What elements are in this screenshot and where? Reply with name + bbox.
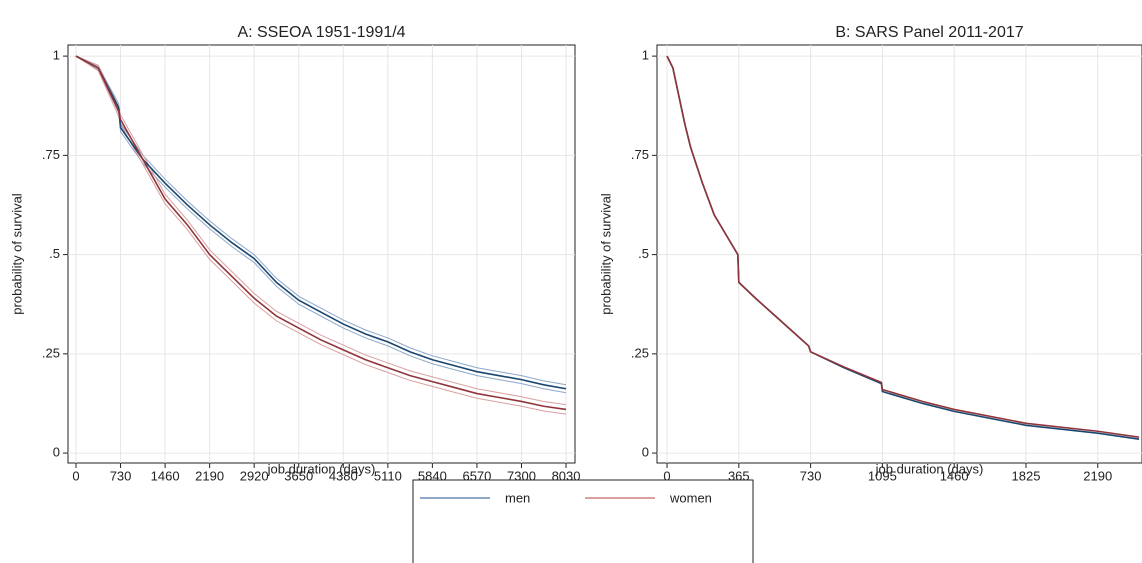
x-axis-label: job duration (days): [875, 461, 984, 476]
survival-line: [75, 55, 567, 411]
x-tick-label: 0: [663, 468, 670, 483]
x-axis-label: job duration (days): [267, 461, 376, 476]
survival-line: [666, 55, 1140, 438]
legend-label: women: [669, 490, 712, 505]
x-tick-label: 7300: [507, 468, 536, 483]
plot-frame: [67, 44, 576, 464]
x-tick-label: 8030: [552, 468, 581, 483]
chart-title: B: SARS Panel 2011-2017: [835, 24, 1023, 41]
x-tick-label: 2190: [1083, 468, 1112, 483]
plot-frame: [656, 44, 1142, 464]
ci-lower: [75, 55, 567, 415]
y-tick-label: .75: [42, 147, 60, 162]
x-tick-label: 5110: [374, 468, 402, 483]
x-tick-label: 1460: [940, 468, 969, 483]
y-tick-label: .25: [631, 345, 649, 360]
y-tick-label: .25: [42, 345, 60, 360]
y-tick-label: 1: [642, 48, 649, 63]
x-tick-label: 1460: [151, 468, 180, 483]
x-tick-label: 6570: [462, 468, 491, 483]
x-tick-label: 4380: [329, 468, 358, 483]
x-tick-label: 3650: [284, 468, 313, 483]
x-tick-label: 2190: [195, 468, 224, 483]
ci-upper: [75, 55, 567, 406]
y-axis-label: probability of survival: [9, 193, 24, 314]
y-tick-label: .5: [638, 246, 649, 261]
chart-title: A: SSEOA 1951-1991/4: [237, 24, 405, 41]
x-tick-label: 0: [72, 468, 79, 483]
y-axis-label: probability of survival: [598, 193, 613, 314]
x-tick-label: 730: [800, 468, 822, 483]
x-tick-label: 1825: [1012, 468, 1041, 483]
y-tick-label: 1: [53, 48, 60, 63]
y-tick-label: .5: [49, 246, 60, 261]
y-tick-label: .75: [631, 147, 649, 162]
x-tick-label: 2920: [240, 468, 269, 483]
legend-box: [412, 479, 754, 563]
x-tick-label: 730: [110, 468, 132, 483]
x-tick-label: 5840: [418, 468, 447, 483]
legend-label: men: [505, 490, 530, 505]
y-tick-label: 0: [642, 445, 649, 460]
ci-upper: [75, 55, 567, 386]
y-tick-label: 0: [53, 445, 60, 460]
x-tick-label: 1095: [868, 468, 897, 483]
x-tick-label: 365: [728, 468, 750, 483]
